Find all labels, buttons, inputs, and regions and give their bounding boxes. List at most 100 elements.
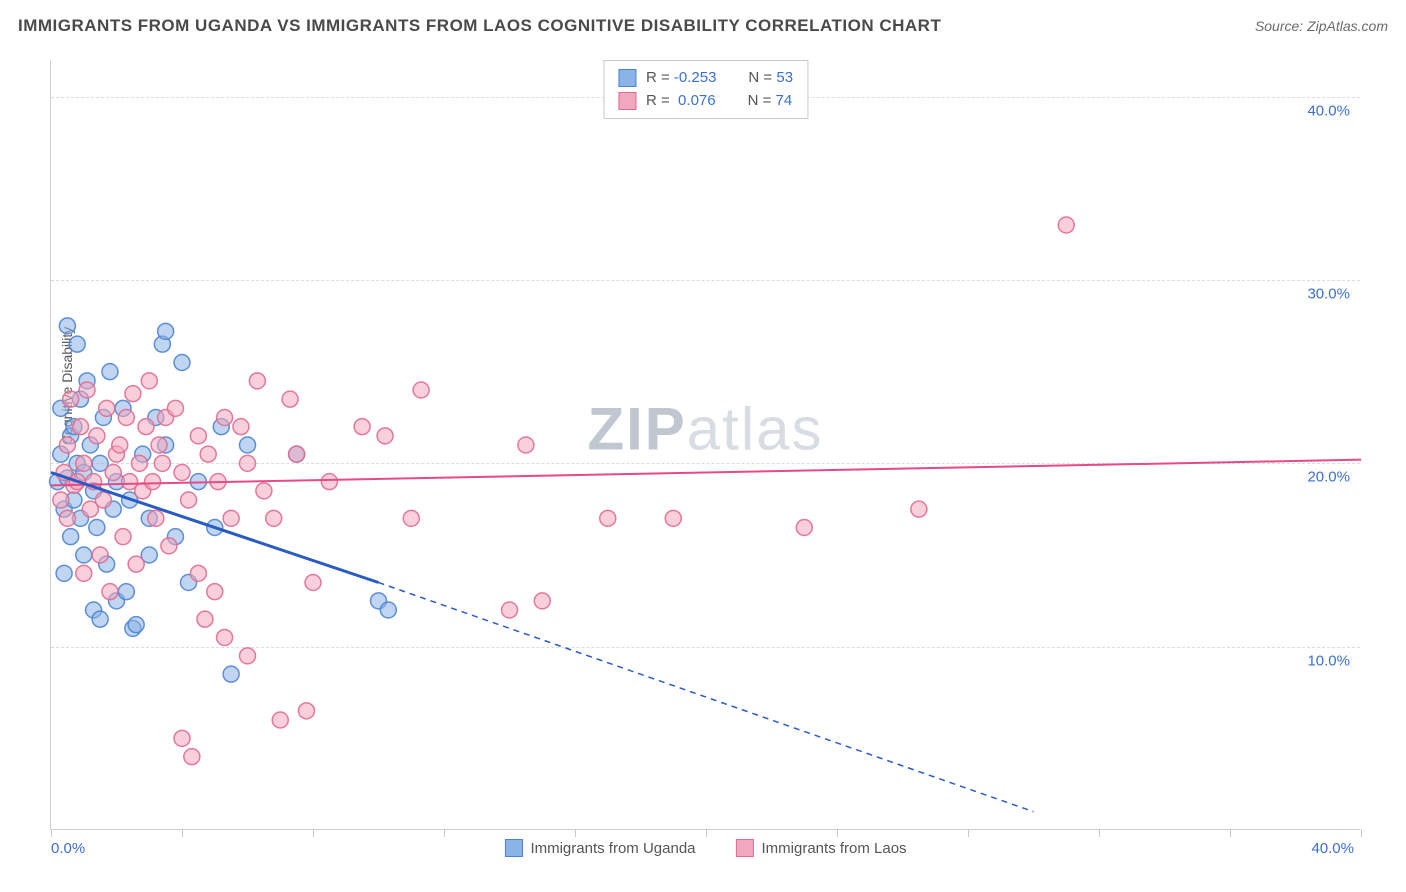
point-laos <box>102 584 118 600</box>
point-laos <box>217 630 233 646</box>
point-laos <box>181 492 197 508</box>
point-laos <box>131 455 147 471</box>
trendline-uganda-extension <box>379 583 1034 812</box>
point-laos <box>89 428 105 444</box>
point-laos <box>174 730 190 746</box>
legend-label-uganda: Immigrants from Uganda <box>530 840 695 857</box>
x-tick <box>313 829 314 837</box>
point-laos <box>282 391 298 407</box>
point-laos <box>377 428 393 444</box>
point-uganda <box>59 318 75 334</box>
point-laos <box>167 400 183 416</box>
point-laos <box>518 437 534 453</box>
point-uganda <box>102 364 118 380</box>
point-laos <box>72 419 88 435</box>
point-laos <box>190 565 206 581</box>
point-laos <box>197 611 213 627</box>
point-laos <box>53 492 69 508</box>
point-laos <box>321 474 337 490</box>
point-laos <box>59 437 75 453</box>
point-uganda <box>89 520 105 536</box>
point-laos <box>272 712 288 728</box>
swatch-laos <box>618 92 636 110</box>
x-tick <box>837 829 838 837</box>
x-tick <box>182 829 183 837</box>
point-laos <box>413 382 429 398</box>
point-laos <box>256 483 272 499</box>
point-laos <box>63 391 79 407</box>
x-axis-min-label: 0.0% <box>51 840 85 857</box>
legend-swatch-uganda <box>504 839 522 857</box>
point-laos <box>796 520 812 536</box>
point-laos <box>105 465 121 481</box>
point-laos <box>148 510 164 526</box>
point-laos <box>112 437 128 453</box>
x-tick <box>51 829 52 837</box>
point-laos <box>289 446 305 462</box>
point-laos <box>207 584 223 600</box>
point-laos <box>249 373 265 389</box>
point-laos <box>174 465 190 481</box>
source-attribution: Source: ZipAtlas.com <box>1255 18 1388 34</box>
point-laos <box>161 538 177 554</box>
point-laos <box>298 703 314 719</box>
point-uganda <box>92 611 108 627</box>
x-tick <box>444 829 445 837</box>
x-tick <box>1361 829 1362 837</box>
x-tick <box>1230 829 1231 837</box>
point-laos <box>115 529 131 545</box>
point-laos <box>403 510 419 526</box>
point-laos <box>233 419 249 435</box>
point-laos <box>92 547 108 563</box>
point-laos <box>95 492 111 508</box>
point-laos <box>79 382 95 398</box>
x-tick <box>706 829 707 837</box>
point-laos <box>354 419 370 435</box>
point-uganda <box>174 355 190 371</box>
point-uganda <box>158 323 174 339</box>
point-laos <box>59 510 75 526</box>
x-tick <box>1099 829 1100 837</box>
point-laos <box>534 593 550 609</box>
point-uganda <box>223 666 239 682</box>
scatter-svg-layer <box>51 60 1360 829</box>
x-axis-max-label: 40.0% <box>1311 840 1354 857</box>
point-laos <box>76 455 92 471</box>
point-laos <box>145 474 161 490</box>
point-laos <box>128 556 144 572</box>
series-legend: Immigrants from Uganda Immigrants from L… <box>504 839 906 857</box>
point-laos <box>911 501 927 517</box>
legend-swatch-laos <box>736 839 754 857</box>
chart-title: IMMIGRANTS FROM UGANDA VS IMMIGRANTS FRO… <box>18 16 941 36</box>
point-laos <box>223 510 239 526</box>
point-laos <box>266 510 282 526</box>
point-laos <box>184 749 200 765</box>
point-laos <box>76 565 92 581</box>
point-uganda <box>63 529 79 545</box>
point-laos <box>138 419 154 435</box>
point-laos <box>665 510 681 526</box>
x-tick <box>968 829 969 837</box>
point-laos <box>154 455 170 471</box>
point-laos <box>125 386 141 402</box>
point-uganda <box>240 437 256 453</box>
point-laos <box>240 455 256 471</box>
legend-item-uganda: Immigrants from Uganda <box>504 839 695 857</box>
point-laos <box>99 400 115 416</box>
point-laos <box>118 410 134 426</box>
legend-label-laos: Immigrants from Laos <box>762 840 907 857</box>
point-laos <box>200 446 216 462</box>
point-uganda <box>69 336 85 352</box>
stats-row-uganda: R = -0.253 N = 53 <box>618 67 793 90</box>
point-uganda <box>76 547 92 563</box>
point-laos <box>190 428 206 444</box>
point-laos <box>141 373 157 389</box>
legend-item-laos: Immigrants from Laos <box>736 839 907 857</box>
correlation-stats-legend: R = -0.253 N = 53 R = 0.076 N = 74 <box>603 60 808 119</box>
point-laos <box>240 648 256 664</box>
point-laos <box>217 410 233 426</box>
point-uganda <box>128 617 144 633</box>
point-laos <box>305 575 321 591</box>
point-uganda <box>118 584 134 600</box>
stats-row-laos: R = 0.076 N = 74 <box>618 90 793 113</box>
